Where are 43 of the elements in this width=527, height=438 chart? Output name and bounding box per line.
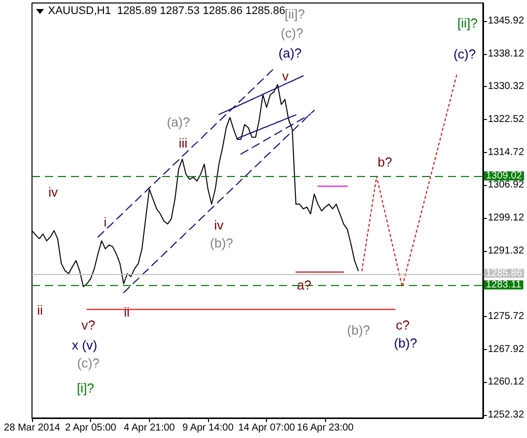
y-tick-label: 1338.12 xyxy=(488,48,524,60)
y-tick-label: 1314.72 xyxy=(488,146,524,158)
annotation: i xyxy=(104,214,107,230)
annotation: (c)? xyxy=(280,26,304,40)
annotation: iii xyxy=(178,136,188,150)
annotation: [ii]? xyxy=(284,6,305,22)
annotation: (c)? xyxy=(453,46,476,62)
annotation: (b)? xyxy=(347,322,370,338)
x-tick-label: 4 Apr 21:00 xyxy=(124,422,176,434)
y-tick-label: 1275.72 xyxy=(488,310,524,322)
annotation: [ii]? xyxy=(457,16,478,30)
annotation: [i]? xyxy=(76,380,94,396)
y-tick-label: 1330.32 xyxy=(488,81,524,92)
y-tick-label: 1299.12 xyxy=(488,212,524,224)
y-tick-label: 1291.32 xyxy=(488,245,524,256)
annotation: x (v) xyxy=(72,338,98,352)
annotation: (a)? xyxy=(278,46,302,60)
annotation: iv xyxy=(214,218,224,232)
y-tick-label: 1322.52 xyxy=(488,114,524,126)
chart-title: XAUUSD,H1 1285.89 1287.53 1285.86 1285.86 xyxy=(48,5,286,17)
annotation: v? xyxy=(81,318,96,332)
y-tick-label: 1260.12 xyxy=(488,376,524,388)
ref-line-label: 1285.86 xyxy=(486,268,522,279)
y-tick-label: 1306.92 xyxy=(488,180,524,191)
annotation: v xyxy=(282,68,290,84)
x-tick-label: 16 Apr 23:00 xyxy=(296,422,354,434)
annotation: b? xyxy=(378,154,392,170)
ref-line-label: 1283.11 xyxy=(486,279,522,290)
annotation: ii xyxy=(37,302,43,318)
annotation: (b)? xyxy=(210,236,234,250)
ref-line-label: 1309.02 xyxy=(486,170,522,182)
x-tick-label: 9 Apr 14:00 xyxy=(182,422,234,434)
y-tick-label: 1252.32 xyxy=(488,409,524,420)
annotation: (b)? xyxy=(394,336,418,350)
annotation: iv xyxy=(48,184,58,200)
annotation: c? xyxy=(396,318,410,332)
y-tick-label: 1345.92 xyxy=(488,16,524,27)
x-tick-label: 28 Mar 2014 xyxy=(4,422,61,434)
annotation: (a)? xyxy=(166,114,190,130)
x-tick-label: 2 Apr 05:00 xyxy=(65,422,117,434)
x-tick-label: 14 Apr 07:00 xyxy=(238,422,296,434)
annotation: (c)? xyxy=(77,356,100,370)
y-tick-label: 1267.92 xyxy=(488,344,524,355)
